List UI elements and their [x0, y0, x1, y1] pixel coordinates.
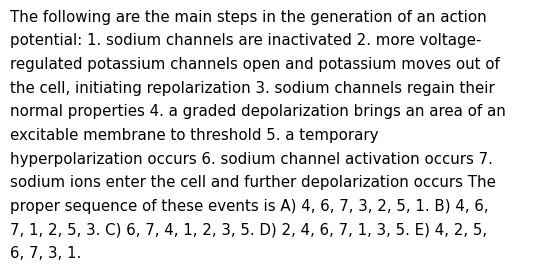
Text: excitable membrane to threshold 5. a temporary: excitable membrane to threshold 5. a tem…	[10, 128, 378, 143]
Text: proper sequence of these events is A) 4, 6, 7, 3, 2, 5, 1. B) 4, 6,: proper sequence of these events is A) 4,…	[10, 199, 489, 214]
Text: the cell, initiating repolarization 3. sodium channels regain their: the cell, initiating repolarization 3. s…	[10, 81, 495, 95]
Text: potential: 1. sodium channels are inactivated 2. more voltage-: potential: 1. sodium channels are inacti…	[10, 33, 482, 48]
Text: sodium ions enter the cell and further depolarization occurs The: sodium ions enter the cell and further d…	[10, 175, 496, 190]
Text: The following are the main steps in the generation of an action: The following are the main steps in the …	[10, 10, 487, 24]
Text: 7, 1, 2, 5, 3. C) 6, 7, 4, 1, 2, 3, 5. D) 2, 4, 6, 7, 1, 3, 5. E) 4, 2, 5,: 7, 1, 2, 5, 3. C) 6, 7, 4, 1, 2, 3, 5. D…	[10, 222, 487, 237]
Text: normal properties 4. a graded depolarization brings an area of an: normal properties 4. a graded depolariza…	[10, 104, 506, 119]
Text: regulated potassium channels open and potassium moves out of: regulated potassium channels open and po…	[10, 57, 500, 72]
Text: hyperpolarization occurs 6. sodium channel activation occurs 7.: hyperpolarization occurs 6. sodium chann…	[10, 152, 493, 166]
Text: 6, 7, 3, 1.: 6, 7, 3, 1.	[10, 246, 81, 261]
